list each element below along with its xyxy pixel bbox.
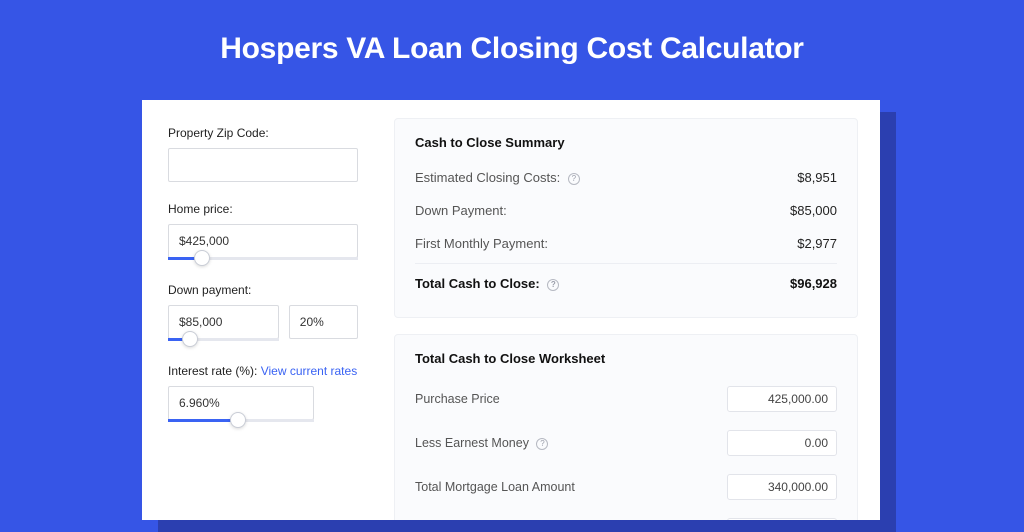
worksheet-panel: Total Cash to Close Worksheet Purchase P… — [394, 334, 858, 520]
worksheet-label-text: Less Earnest Money — [415, 436, 529, 450]
summary-row-label: First Monthly Payment: — [415, 236, 548, 251]
summary-row-value: $2,977 — [797, 236, 837, 251]
interest-rate-label-text: Interest rate (%): — [168, 364, 261, 378]
zip-input[interactable] — [168, 148, 358, 182]
summary-label-text: Estimated Closing Costs: — [415, 170, 560, 185]
summary-row-value: $8,951 — [797, 170, 837, 185]
calculator-card: Property Zip Code: Home price: Down paym… — [142, 100, 880, 520]
summary-title: Cash to Close Summary — [415, 135, 837, 150]
worksheet-row-label: Total Mortgage Loan Amount — [415, 480, 575, 494]
summary-row-label: Estimated Closing Costs: ? — [415, 170, 580, 185]
worksheet-row-second-mortgage: Total Second Mortgage Amount — [415, 514, 837, 520]
slider-thumb[interactable] — [182, 331, 198, 347]
help-icon[interactable]: ? — [547, 279, 559, 291]
worksheet-input-mortgage-amount[interactable] — [727, 474, 837, 500]
worksheet-row-mortgage-amount: Total Mortgage Loan Amount — [415, 470, 837, 514]
help-icon[interactable]: ? — [536, 438, 548, 450]
summary-total-label-text: Total Cash to Close: — [415, 276, 540, 291]
help-icon[interactable]: ? — [568, 173, 580, 185]
interest-rate-label: Interest rate (%): View current rates — [168, 364, 358, 378]
page-title: Hospers VA Loan Closing Cost Calculator — [0, 0, 1024, 92]
worksheet-row-purchase-price: Purchase Price — [415, 382, 837, 426]
down-payment-label: Down payment: — [168, 283, 358, 297]
summary-total-label: Total Cash to Close: ? — [415, 276, 559, 291]
interest-rate-slider[interactable] — [168, 419, 314, 425]
summary-panel: Cash to Close Summary Estimated Closing … — [394, 118, 858, 318]
summary-row-total: Total Cash to Close: ? $96,928 — [415, 263, 837, 303]
zip-field-group: Property Zip Code: — [168, 126, 358, 182]
slider-thumb[interactable] — [194, 250, 210, 266]
view-rates-link[interactable]: View current rates — [261, 364, 358, 378]
worksheet-row-label: Less Earnest Money ? — [415, 436, 548, 450]
results-column: Cash to Close Summary Estimated Closing … — [378, 100, 880, 520]
inputs-column: Property Zip Code: Home price: Down paym… — [142, 100, 378, 520]
down-payment-slider[interactable] — [168, 338, 279, 344]
home-price-field-group: Home price: — [168, 202, 358, 263]
slider-thumb[interactable] — [230, 412, 246, 428]
worksheet-input-purchase-price[interactable] — [727, 386, 837, 412]
worksheet-input-second-mortgage[interactable] — [727, 518, 837, 520]
home-price-slider[interactable] — [168, 257, 358, 263]
down-payment-field-group: Down payment: — [168, 283, 358, 344]
worksheet-row-label: Purchase Price — [415, 392, 500, 406]
summary-total-value: $96,928 — [790, 276, 837, 291]
slider-fill — [168, 419, 238, 422]
worksheet-title: Total Cash to Close Worksheet — [415, 351, 837, 366]
worksheet-row-earnest-money: Less Earnest Money ? — [415, 426, 837, 470]
summary-row-first-payment: First Monthly Payment: $2,977 — [415, 230, 837, 263]
summary-row-value: $85,000 — [790, 203, 837, 218]
interest-rate-field-group: Interest rate (%): View current rates — [168, 364, 358, 425]
zip-label: Property Zip Code: — [168, 126, 358, 140]
home-price-label: Home price: — [168, 202, 358, 216]
summary-row-closing-costs: Estimated Closing Costs: ? $8,951 — [415, 164, 837, 197]
down-payment-pct-input[interactable] — [289, 305, 358, 339]
worksheet-input-earnest-money[interactable] — [727, 430, 837, 456]
summary-row-label: Down Payment: — [415, 203, 507, 218]
summary-row-down-payment: Down Payment: $85,000 — [415, 197, 837, 230]
